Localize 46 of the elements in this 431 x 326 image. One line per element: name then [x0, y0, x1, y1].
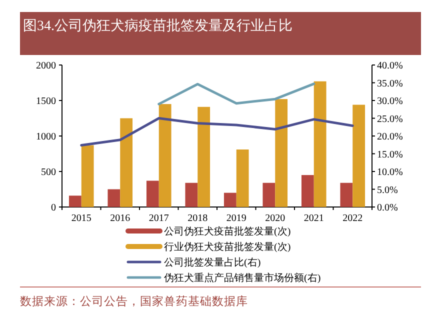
- y2-tick-label: 20.0%: [377, 132, 403, 142]
- bar: [146, 180, 159, 207]
- x-tick-label: 2016: [110, 213, 130, 224]
- source-note: 数据来源：公司公告，国家兽药基础数据库: [20, 294, 248, 308]
- line-series: [80, 117, 354, 146]
- y2-tick-label: 10.0%: [377, 167, 403, 178]
- y-tick-label: 1500: [36, 96, 56, 107]
- y-tick-label: 500: [41, 167, 56, 178]
- legend-label: 行业伪狂犬疫苗批签发量(次): [164, 241, 291, 253]
- legend-label: 公司批签发量占比(右): [164, 256, 261, 268]
- bar: [314, 81, 326, 207]
- y2-tick-label: 15.0%: [377, 149, 403, 160]
- bar: [352, 104, 366, 207]
- line-series: [158, 82, 316, 106]
- y-tick-label: 0: [51, 202, 56, 214]
- bar: [120, 118, 133, 207]
- x-tick-label: 2020: [265, 213, 286, 224]
- bar: [158, 104, 172, 207]
- y2-tick-label: 5.0%: [377, 184, 398, 196]
- chart-title: 图34.公司伪狂犬病疫苗批签发量及行业占比: [23, 18, 292, 34]
- bar: [275, 99, 288, 207]
- y2-tick-label: 0.0%: [377, 202, 398, 214]
- x-tick-label: 2021: [304, 213, 324, 224]
- y2-tick-label: 25.0%: [377, 114, 403, 125]
- bar: [108, 189, 120, 207]
- x-tick-label: 2022: [342, 213, 363, 224]
- y2-tick-label: 30.0%: [377, 96, 403, 107]
- x-tick-label: 2017: [148, 213, 169, 224]
- legend-label: 伪狂犬重点产品销售量市场份额(右): [164, 272, 321, 284]
- bar: [301, 175, 314, 207]
- bar: [68, 196, 82, 207]
- bar: [198, 106, 210, 207]
- y-tick-label: 2000: [36, 60, 56, 72]
- x-tick-label: 2015: [71, 213, 92, 224]
- bar: [340, 182, 353, 207]
- bar: [224, 192, 236, 207]
- y2-tick-label: 40.0%: [377, 60, 403, 72]
- y2-tick-label: 35.0%: [377, 78, 403, 90]
- bar: [81, 145, 94, 207]
- bar: [236, 149, 249, 207]
- y-tick-label: 1000: [36, 132, 56, 142]
- x-tick-label: 2018: [188, 213, 208, 224]
- legend-label: 公司伪狂犬疫苗批签发量(次): [164, 226, 291, 238]
- bar: [262, 182, 276, 207]
- bar: [185, 182, 198, 207]
- x-tick-label: 2019: [226, 213, 246, 224]
